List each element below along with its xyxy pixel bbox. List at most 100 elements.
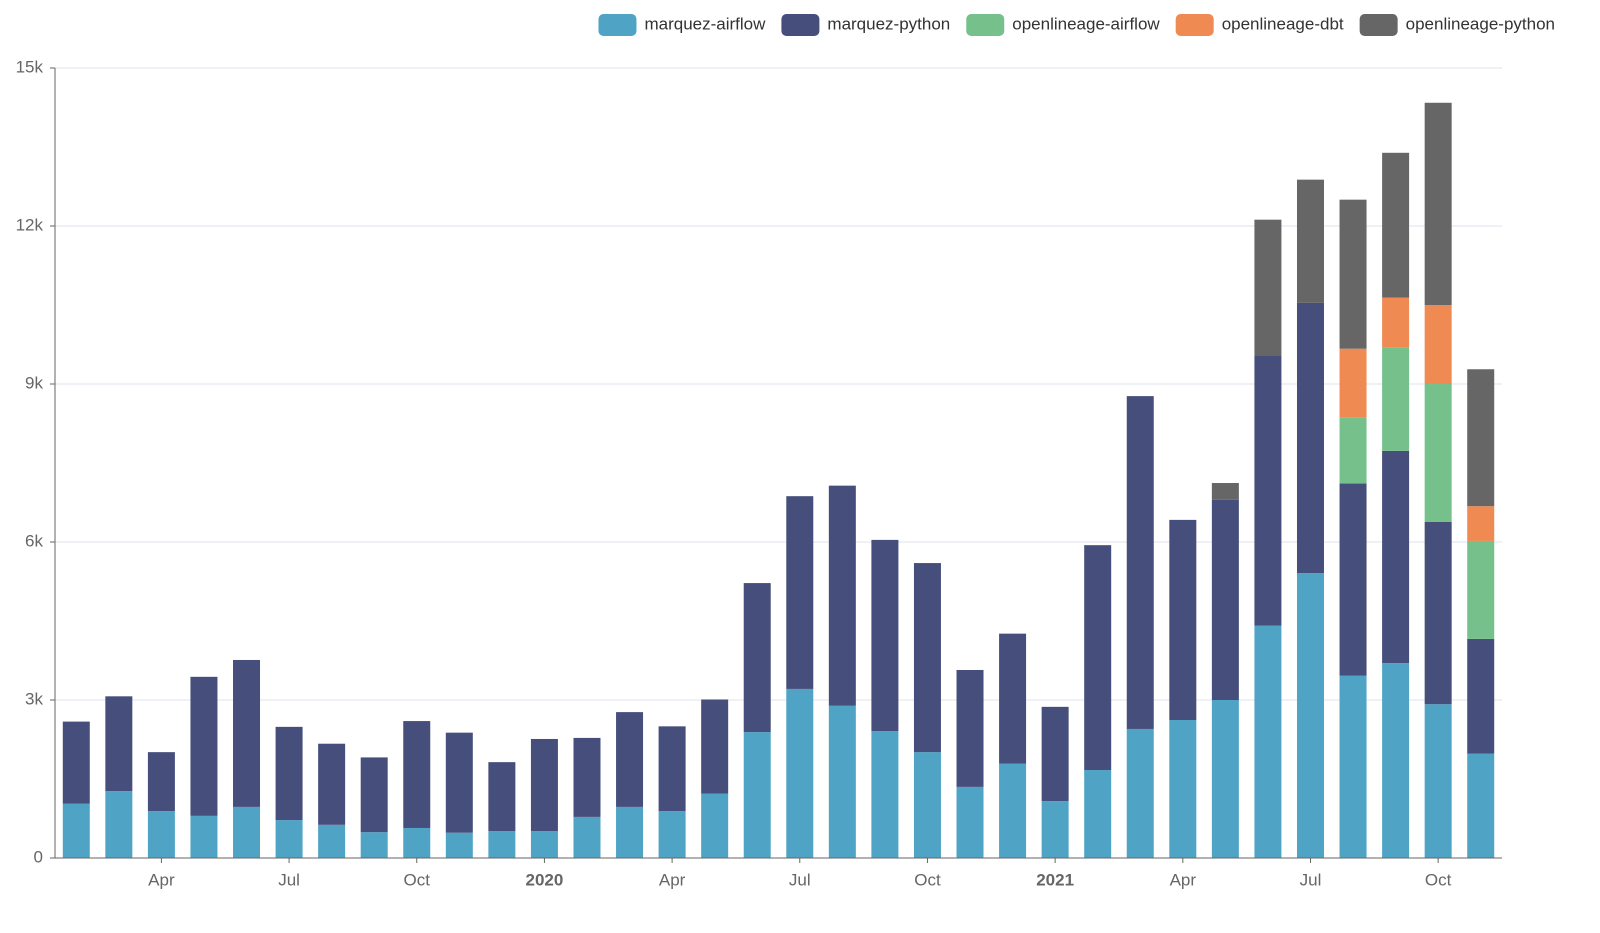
bar-segment xyxy=(445,832,473,858)
bar-segment xyxy=(275,726,303,821)
bar-segment xyxy=(190,815,218,858)
bar-segment xyxy=(360,832,388,858)
bar-segment xyxy=(1211,483,1239,500)
legend-swatch xyxy=(781,14,820,36)
x-tick-label: 2021 xyxy=(1036,870,1074,889)
y-tick-label: 3k xyxy=(25,689,43,708)
bar-segment xyxy=(743,583,771,733)
bar-segment xyxy=(1382,450,1410,664)
bar-segment xyxy=(1467,506,1495,541)
bar-segment xyxy=(147,811,175,858)
bar-segment xyxy=(573,816,601,858)
bar-segment xyxy=(658,811,686,858)
bar-segment xyxy=(1041,706,1069,802)
legend-label: openlineage-dbt xyxy=(1222,14,1344,33)
bar-segment xyxy=(360,757,388,833)
bar-segment xyxy=(828,485,856,706)
bar-segment xyxy=(530,738,558,832)
y-tick-label: 12k xyxy=(16,215,44,234)
legend-swatch xyxy=(966,14,1005,36)
x-tick-label: Apr xyxy=(1170,870,1197,889)
bar-segment xyxy=(701,793,729,858)
bar-segment xyxy=(871,539,899,732)
bar-segment xyxy=(999,633,1027,764)
legend-label: marquez-airflow xyxy=(644,14,766,33)
bar-segment xyxy=(1424,521,1452,705)
y-tick-label: 15k xyxy=(16,57,44,76)
bar-segment xyxy=(1467,540,1495,639)
y-tick-label: 6k xyxy=(25,531,43,550)
bar-segment xyxy=(956,786,984,858)
bar-segment xyxy=(1467,369,1495,507)
bar-segment xyxy=(701,699,729,794)
bar-segment xyxy=(616,806,644,858)
bar-segment xyxy=(573,737,601,817)
bar-segment xyxy=(999,763,1027,858)
bar-segment xyxy=(658,726,686,812)
y-tick-label: 0 xyxy=(34,847,43,866)
legend-swatch xyxy=(1175,14,1214,36)
bar-segment xyxy=(1424,704,1452,858)
bar-segment xyxy=(1254,625,1282,858)
bar-segment xyxy=(275,820,303,858)
bar-segment xyxy=(233,806,261,858)
bar-segment xyxy=(913,563,941,753)
x-tick-label: Jul xyxy=(789,870,811,889)
bar-segment xyxy=(1169,720,1197,858)
bar-segment xyxy=(1211,499,1239,700)
bar-segment xyxy=(1254,355,1282,626)
bar-segment xyxy=(1041,801,1069,858)
legend-label: marquez-python xyxy=(827,14,950,33)
bar-segment xyxy=(530,831,558,858)
bar-segment xyxy=(1382,663,1410,858)
bar-segment xyxy=(1382,297,1410,348)
bar-segment xyxy=(786,496,814,689)
bar-segment xyxy=(403,827,431,858)
y-tick-label: 9k xyxy=(25,373,43,392)
legend: openlineage-python openlineage-dbt openlin… xyxy=(598,14,1555,36)
bar-segment xyxy=(190,676,218,816)
legend-label: openlineage-airflow xyxy=(1012,14,1160,33)
bar-segment xyxy=(786,688,814,858)
bar-segment xyxy=(1296,179,1324,303)
legend-swatch xyxy=(598,14,637,36)
bar-segment xyxy=(1339,348,1367,418)
bar-segment xyxy=(1424,384,1452,522)
bar-segment xyxy=(1254,219,1282,356)
bar-segment xyxy=(1084,545,1112,771)
bar-segment xyxy=(1424,102,1452,305)
bar-segment xyxy=(1467,753,1495,858)
legend-label: openlineage-python xyxy=(1406,14,1555,33)
bar-segment xyxy=(318,824,346,858)
bar-segment xyxy=(616,712,644,807)
x-tick-label: Apr xyxy=(659,870,686,889)
bar-segment xyxy=(1467,638,1495,754)
bar-segment xyxy=(1211,700,1239,858)
bar-segment xyxy=(1126,728,1154,858)
bar-segment xyxy=(488,762,516,832)
bar-segment xyxy=(913,752,941,858)
bar-segment xyxy=(1339,199,1367,349)
bar-segment xyxy=(403,721,431,828)
bar-segment xyxy=(318,743,346,825)
bar-segment xyxy=(1382,152,1410,298)
bar-segment xyxy=(105,696,133,792)
bar-segment xyxy=(105,791,133,858)
bar-segment xyxy=(1296,573,1324,858)
bar-segment xyxy=(488,831,516,858)
bar-segment xyxy=(956,669,984,787)
bar-segment xyxy=(1382,347,1410,451)
bar-segment xyxy=(147,752,175,812)
bar-segment xyxy=(871,731,899,858)
bar-segment xyxy=(828,705,856,858)
bar-segment xyxy=(1339,675,1367,858)
bar-segment xyxy=(1424,305,1452,384)
bar-segment xyxy=(1084,770,1112,858)
bar-segment xyxy=(1339,417,1367,484)
x-tick-label: Oct xyxy=(404,870,431,889)
x-tick-label: Oct xyxy=(1425,870,1452,889)
x-tick-label: Oct xyxy=(914,870,941,889)
bar-segment xyxy=(233,659,261,807)
bar-segment xyxy=(445,732,473,833)
